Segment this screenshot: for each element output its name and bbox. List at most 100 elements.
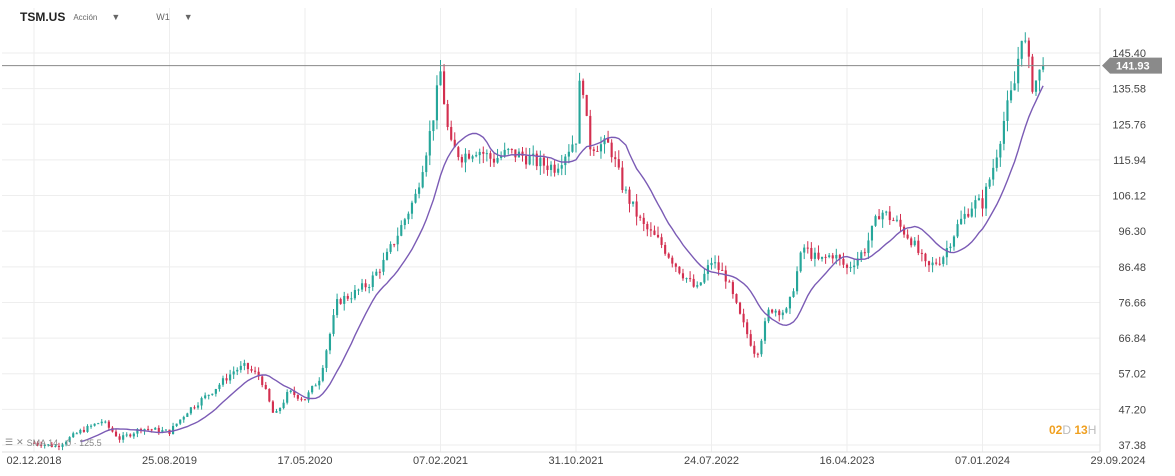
candle-body [464,153,467,163]
candle-body [753,345,756,354]
candle-body [442,71,446,105]
candle-body [999,143,1002,158]
candle-body [525,155,528,165]
menu-icon[interactable]: ☰ [5,437,14,447]
candle-body [856,258,859,266]
candle-body [47,444,50,446]
candle-body [771,309,774,313]
candle-body [371,275,374,287]
candle-body [122,435,125,440]
timeframe-dropdown-icon[interactable]: ▼ [183,12,193,22]
close-icon[interactable]: ✕ [16,437,24,447]
candle-body [432,120,435,132]
candle-body [86,425,89,432]
candle-body [54,445,57,447]
candle-body [820,256,824,259]
candle-body [799,252,802,272]
x-tick-label: 07.01.2024 [955,455,1010,467]
candle-body [496,157,499,163]
candle-body [689,278,692,280]
candle-body [642,217,645,224]
candle-body [713,262,717,264]
candle-body [813,252,816,259]
candle-body [400,225,403,236]
candle-body [189,407,192,414]
candle-body [489,153,492,159]
sma-line [80,85,1044,443]
y-tick-label: 76.66 [1118,297,1146,309]
candle-body [293,390,296,395]
symbol-dropdown-icon[interactable]: ▼ [111,12,121,22]
candle-body [984,186,988,209]
timer-hours-unit: H [1087,423,1097,437]
candle-body [945,248,948,258]
candle-body [346,295,349,299]
candle-body [1042,65,1045,70]
candle-body [339,299,342,304]
candle-body [453,139,456,148]
candle-body [824,256,827,258]
candle-body [385,251,389,260]
candle-body [61,444,64,447]
candle-body [328,333,332,351]
candle-body [828,255,831,258]
candle-body [500,155,503,158]
x-tick-label: 31.10.2021 [548,455,603,467]
candle-body [557,168,560,173]
candle-body [635,201,638,217]
candle-body [924,253,927,262]
candle-body [849,267,852,269]
candle-body [97,423,100,425]
candle-body [902,226,906,235]
candle-body [257,371,260,377]
candle-body [278,408,282,412]
candle-body [578,80,581,144]
candle-body [193,407,196,409]
candle-body [100,421,103,424]
y-tick-label: 145.40 [1112,48,1146,60]
candle-body [917,240,920,253]
candle-body [32,442,36,444]
candle-body [756,353,759,355]
candle-body [460,157,463,163]
asset-type-label: Acción [73,12,98,22]
candle-body [485,153,488,155]
candle-body [75,433,78,435]
candle-body [796,271,799,292]
candle-body [881,212,884,220]
candle-body [321,367,324,381]
candle-body [842,258,845,265]
candle-body [389,244,392,252]
symbol-label[interactable]: TSM.US [20,10,66,24]
candle-body [927,261,931,266]
candle-body [507,149,510,151]
candle-body [136,429,139,434]
y-tick-label: 96.30 [1118,226,1146,238]
timeframe-label[interactable]: W1 [156,12,170,22]
candle-body [853,265,856,268]
candle-body [393,244,396,246]
candle-body [300,398,303,400]
candle-body [457,147,460,158]
candle-body [660,237,663,245]
candle-body [264,384,267,389]
candle-body [867,240,870,253]
candle-body [938,263,941,265]
candle-body [286,392,289,403]
candle-body [378,271,381,273]
candle-body [628,189,631,204]
candle-body [845,264,849,268]
candle-body [446,104,449,127]
candle-body [147,428,150,430]
candle-body [920,252,923,254]
candle-body [196,405,200,408]
candle-body [571,144,574,152]
candle-body [546,165,549,170]
candle-body [368,286,371,288]
candle-body [1027,40,1030,57]
candle-body [710,262,713,266]
candle-body [760,340,763,355]
candle-body [250,369,253,371]
candle-body [649,229,652,231]
